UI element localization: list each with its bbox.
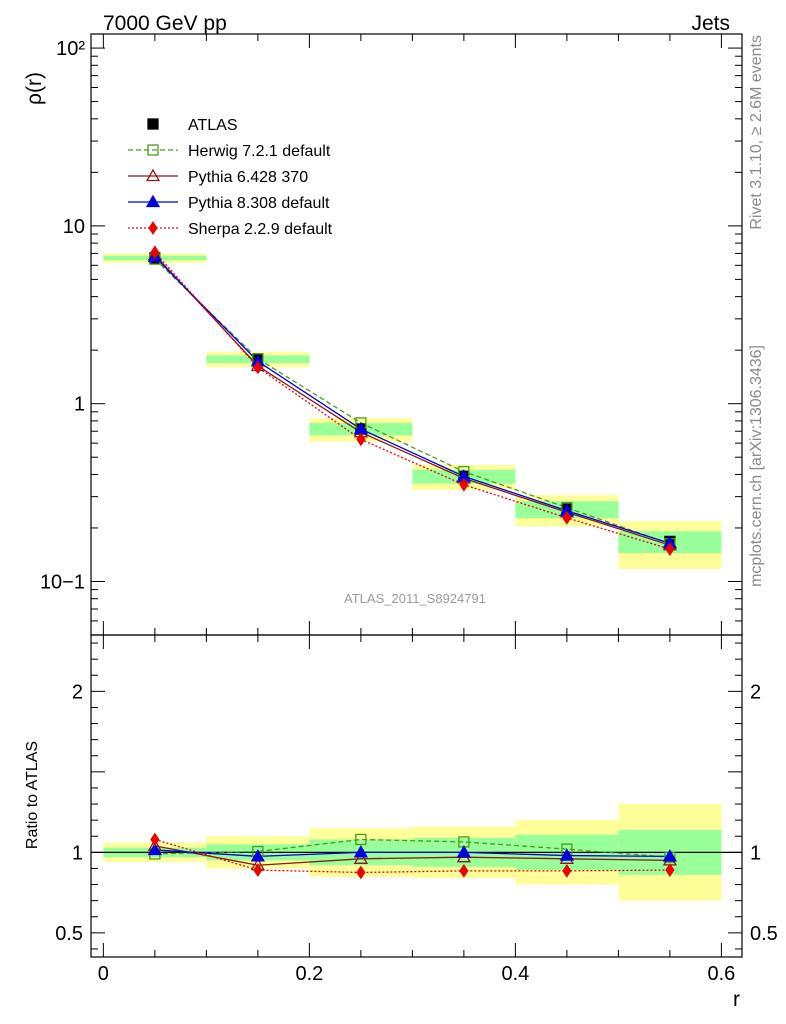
legend-label-herwig-7-2-1-default: Herwig 7.2.1 default <box>188 143 331 160</box>
ratio-lines <box>154 838 670 874</box>
ratio-line-pythia-6-428-370 <box>154 845 670 866</box>
main-lines <box>154 251 671 550</box>
rivet-label: Rivet 3.1.10, ≥ 2.6M events <box>748 35 765 230</box>
ratio-ytick-label: 0.5 <box>55 923 83 945</box>
ratio-line-herwig-7-2-1-default <box>154 838 670 858</box>
analysis-label: ATLAS_2011_S8924791 <box>344 591 486 606</box>
ratio-line-sherpa-2-2-9-default <box>154 838 670 874</box>
ratio-point-herwig-7-2-1-default <box>355 833 367 846</box>
legend-marker-atlas <box>147 118 159 130</box>
main-point-sherpa-2-2-9-default <box>459 477 469 492</box>
main-ytick-label: 10 <box>63 216 85 238</box>
ratio-ytick-label-right: 1 <box>750 842 761 864</box>
ratio-point-pythia-6-428-370 <box>353 851 368 864</box>
legend-marker-pythia-8-308-default <box>145 194 161 208</box>
ratio-point-pythia-8-308-default <box>662 849 678 862</box>
header-left: 7000 GeV pp <box>103 12 227 35</box>
main-line-herwig-7-2-1-default <box>154 258 671 545</box>
main-point-sherpa-2-2-9-default <box>665 542 675 557</box>
main-ytick-label: 1 <box>74 394 85 416</box>
ratio-point-sherpa-2-2-9-default <box>356 865 366 880</box>
ratio-xtick-label: 0 <box>98 963 109 985</box>
main-markers <box>147 245 678 557</box>
main-axes: 10−1 1 10 10² <box>40 34 742 635</box>
ratio-ytick-label: 2 <box>72 681 83 703</box>
main-line-pythia-8-308-default <box>154 256 671 544</box>
main-panel: 10−1 1 10 10² ρ(r) ATLAS_2011_S8924791 ATLA… <box>23 33 743 636</box>
ratio-ylabel: Ratio to ATLAS <box>24 741 41 849</box>
legend-label-pythia-8-308-default: Pythia 8.308 default <box>188 195 330 212</box>
legend-marker-pythia-6-428-370 <box>145 168 161 182</box>
legend-marker-herwig-7-2-1-default <box>147 144 159 156</box>
ratio-xtick-label: 0.4 <box>501 963 529 985</box>
main-bands <box>103 253 722 569</box>
ratio-ytick-label-right: 0.5 <box>750 923 778 945</box>
ratio-xtick-label: 0.2 <box>295 963 323 985</box>
main-point-sherpa-2-2-9-default <box>356 432 366 447</box>
legend-label-pythia-6-428-370: Pythia 6.428 370 <box>188 169 308 186</box>
ratio-ytick-label: 1 <box>72 842 83 864</box>
ratio-point-sherpa-2-2-9-default <box>150 832 160 847</box>
main-point-sherpa-2-2-9-default <box>562 510 572 525</box>
ratio-point-pythia-8-308-default <box>456 845 472 858</box>
ratio-point-pythia-8-308-default <box>559 848 575 861</box>
ratio-point-pythia-8-308-default <box>250 849 265 862</box>
ratio-point-sherpa-2-2-9-default <box>665 863 675 877</box>
legend: ATLAS Herwig 7.2.1 default Pythia 6.428 37… <box>128 117 333 238</box>
legend-marker-sherpa-2-2-9-default <box>148 221 158 235</box>
main-point-sherpa-2-2-9-default <box>253 360 263 375</box>
main-ylabel: ρ(r) <box>23 72 46 105</box>
ratio-point-sherpa-2-2-9-default <box>562 863 572 878</box>
ratio-axes: 0 0.2 0.4 0.6 0.5 0.5 1 1 2 2 <box>55 635 778 985</box>
ratio-xtick-label: 0.6 <box>707 963 735 985</box>
ratio-ytick-label-right: 2 <box>750 681 761 703</box>
header-right: Jets <box>691 12 730 35</box>
mcplots-label: mcplots.cern.ch [arXiv:1306.3436] <box>748 345 765 587</box>
main-point-sherpa-2-2-9-default <box>150 245 160 260</box>
ratio-point-sherpa-2-2-9-default <box>253 863 263 877</box>
ratio-point-sherpa-2-2-9-default <box>459 863 469 878</box>
ratio-frame <box>90 634 743 958</box>
ratio-line-pythia-8-308-default <box>154 849 670 858</box>
ratio-panel: 0 0.2 0.4 0.6 0.5 0.5 1 1 2 2 Ratio to ATLAS r <box>24 634 778 1011</box>
main-ytick-label: 10−1 <box>40 571 85 593</box>
main-ytick-label: 10² <box>56 38 85 60</box>
legend-label-sherpa-2-2-9-default: Sherpa 2.2.9 default <box>188 221 333 238</box>
ratio-point-pythia-8-308-default <box>353 845 368 858</box>
ratio-point-pythia-8-308-default <box>147 842 162 856</box>
main-line-sherpa-2-2-9-default <box>154 251 671 550</box>
ratio-xlabel: r <box>733 988 740 1011</box>
legend-label-atlas: ATLAS <box>188 117 238 134</box>
ratio-markers <box>147 832 678 880</box>
